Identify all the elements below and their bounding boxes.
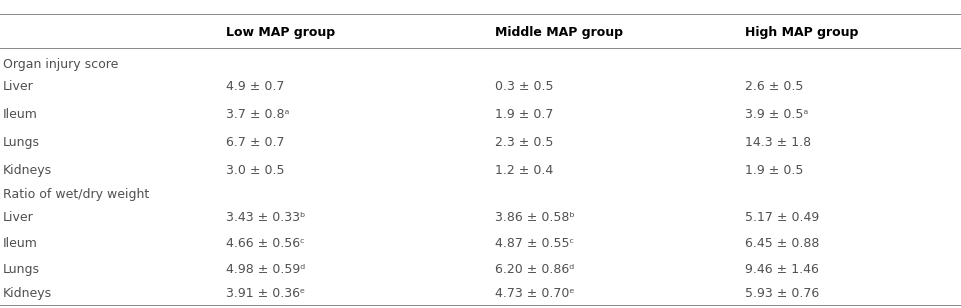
- Text: Low MAP group: Low MAP group: [226, 26, 335, 39]
- Text: Ratio of wet/dry weight: Ratio of wet/dry weight: [3, 188, 149, 201]
- Text: 4.98 ± 0.59ᵈ: 4.98 ± 0.59ᵈ: [226, 263, 305, 276]
- Text: Kidneys: Kidneys: [3, 164, 52, 176]
- Text: 5.93 ± 0.76: 5.93 ± 0.76: [745, 287, 819, 300]
- Text: 9.46 ± 1.46: 9.46 ± 1.46: [745, 263, 819, 276]
- Text: 3.9 ± 0.5ᵃ: 3.9 ± 0.5ᵃ: [745, 108, 808, 121]
- Text: Kidneys: Kidneys: [3, 287, 52, 300]
- Text: 5.17 ± 0.49: 5.17 ± 0.49: [745, 211, 819, 224]
- Text: 1.9 ± 0.5: 1.9 ± 0.5: [745, 164, 803, 176]
- Text: 1.2 ± 0.4: 1.2 ± 0.4: [495, 164, 554, 176]
- Text: 4.73 ± 0.70ᵉ: 4.73 ± 0.70ᵉ: [495, 287, 575, 300]
- Text: Liver: Liver: [3, 211, 34, 224]
- Text: 6.45 ± 0.88: 6.45 ± 0.88: [745, 237, 819, 250]
- Text: 4.9 ± 0.7: 4.9 ± 0.7: [226, 80, 284, 93]
- Text: Lungs: Lungs: [3, 136, 40, 149]
- Text: 2.3 ± 0.5: 2.3 ± 0.5: [495, 136, 554, 149]
- Text: 3.43 ± 0.33ᵇ: 3.43 ± 0.33ᵇ: [226, 211, 306, 224]
- Text: 3.0 ± 0.5: 3.0 ± 0.5: [226, 164, 284, 176]
- Text: 14.3 ± 1.8: 14.3 ± 1.8: [745, 136, 811, 149]
- Text: Liver: Liver: [3, 80, 34, 93]
- Text: 6.20 ± 0.86ᵈ: 6.20 ± 0.86ᵈ: [495, 263, 574, 276]
- Text: Middle MAP group: Middle MAP group: [495, 26, 623, 39]
- Text: 2.6 ± 0.5: 2.6 ± 0.5: [745, 80, 803, 93]
- Text: 4.66 ± 0.56ᶜ: 4.66 ± 0.56ᶜ: [226, 237, 305, 250]
- Text: Ileum: Ileum: [3, 237, 37, 250]
- Text: 3.91 ± 0.36ᵉ: 3.91 ± 0.36ᵉ: [226, 287, 305, 300]
- Text: 0.3 ± 0.5: 0.3 ± 0.5: [495, 80, 554, 93]
- Text: Organ injury score: Organ injury score: [3, 58, 118, 71]
- Text: Ileum: Ileum: [3, 108, 37, 121]
- Text: Lungs: Lungs: [3, 263, 40, 276]
- Text: 6.7 ± 0.7: 6.7 ± 0.7: [226, 136, 284, 149]
- Text: 3.7 ± 0.8ᵃ: 3.7 ± 0.8ᵃ: [226, 108, 289, 121]
- Text: 3.86 ± 0.58ᵇ: 3.86 ± 0.58ᵇ: [495, 211, 575, 224]
- Text: 4.87 ± 0.55ᶜ: 4.87 ± 0.55ᶜ: [495, 237, 574, 250]
- Text: High MAP group: High MAP group: [745, 26, 858, 39]
- Text: 1.9 ± 0.7: 1.9 ± 0.7: [495, 108, 554, 121]
